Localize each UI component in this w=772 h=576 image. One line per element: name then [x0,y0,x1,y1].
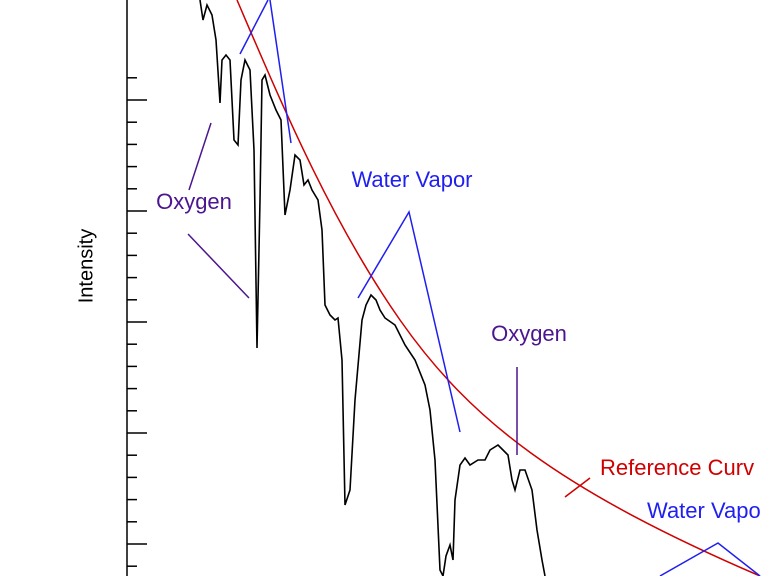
reference-curve [236,0,761,576]
annotation-lines [187,0,761,576]
pointer [188,122,212,191]
y-axis-label: Intensity [75,229,97,303]
pointer [659,542,761,576]
annotation: Oxygen [491,321,567,346]
pointer [239,0,269,55]
pointer [357,210,461,433]
y-ticks [127,77,147,567]
annotation: Oxygen [156,189,232,214]
annotation: Water Vapor [351,167,472,192]
pointer [269,0,292,144]
annotation: Reference Curv [600,455,754,480]
pointer [564,477,591,498]
annotation: Water Vapo [647,498,761,523]
spectrum [199,0,546,576]
pointer [187,233,250,299]
